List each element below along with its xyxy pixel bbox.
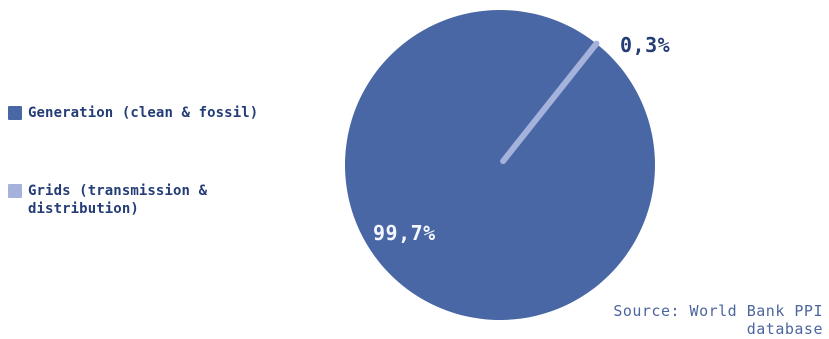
pie-label-generation: 99,7%	[373, 221, 436, 245]
legend-label-generation: Generation (clean & fossil)	[28, 105, 259, 121]
legend-swatch-grids	[8, 184, 22, 198]
legend-item-grids: Grids (transmission & distribution)	[8, 182, 328, 218]
legend-item-generation: Generation (clean & fossil)	[8, 104, 328, 122]
legend-label-grids: Grids (transmission & distribution)	[28, 183, 208, 217]
pie-slice-grids-highlight	[500, 40, 600, 165]
pie-slice-generation	[344, 9, 655, 320]
source-note: Source: World Bank PPI database	[613, 302, 823, 338]
pie-label-grids: 0,3%	[620, 33, 670, 57]
legend-swatch-generation	[8, 106, 22, 120]
